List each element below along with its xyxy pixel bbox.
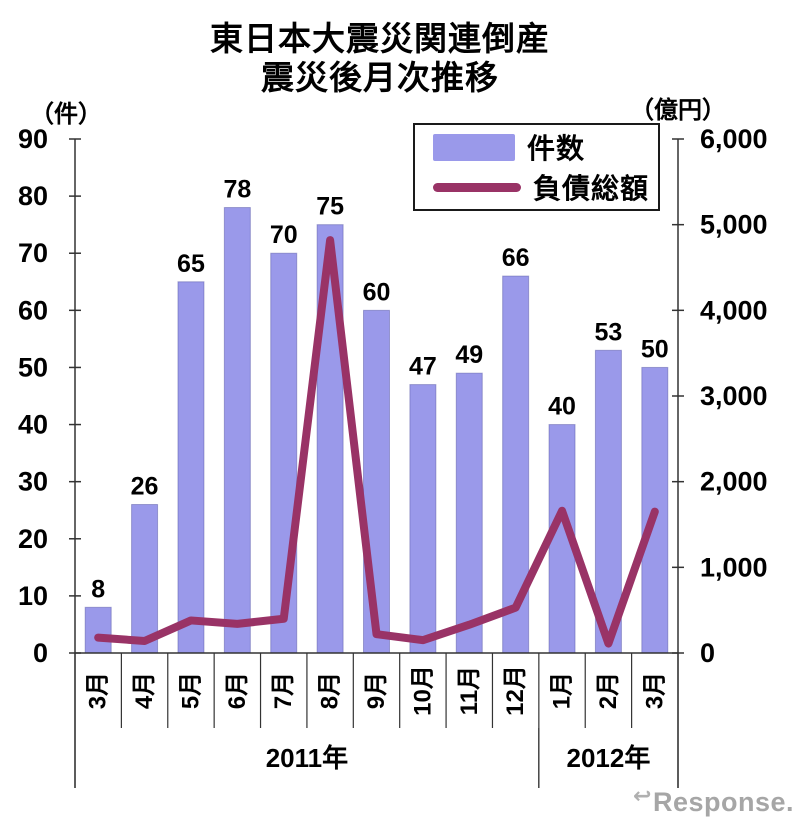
month-tick-label: 4月: [131, 672, 158, 709]
right-axis-tick-label: 1,000: [700, 552, 768, 582]
bar-value-label: 53: [595, 318, 623, 346]
chart-title-line1: 東日本大震災関連倒産: [210, 20, 550, 57]
bar-value-label: 60: [363, 278, 391, 306]
bar: [455, 372, 483, 654]
left-axis-tick-label: 70: [18, 238, 48, 268]
bar-value-label: 50: [641, 335, 669, 363]
bar: [177, 281, 205, 654]
left-axis-tick-label: 50: [18, 352, 48, 382]
left-axis-tick-label: 40: [18, 410, 48, 440]
bar: [223, 207, 251, 654]
response-logo-arrow-icon: ↩: [633, 782, 652, 808]
left-axis-tick-label: 80: [18, 181, 48, 211]
month-tick-label: 11月: [456, 666, 483, 715]
bar-value-label: 26: [131, 473, 159, 501]
right-axis-tick-label: 4,000: [700, 295, 768, 325]
bar-value-label: 66: [502, 244, 530, 272]
left-axis-tick-label: 60: [18, 295, 48, 325]
month-tick-label: 6月: [224, 672, 251, 709]
bar: [502, 275, 530, 654]
left-axis-tick-label: 20: [18, 524, 48, 554]
chart-title: 東日本大震災関連倒産 震災後月次推移: [0, 20, 760, 98]
left-axis-tick-label: 90: [18, 124, 48, 154]
month-tick-label: 12月: [502, 665, 529, 716]
legend-bar-swatch: [433, 133, 515, 161]
bar-value-label: 70: [270, 221, 298, 249]
response-watermark-text: Response.: [652, 787, 794, 817]
left-axis-tick-label: 30: [18, 467, 48, 497]
bar-value-label: 40: [548, 393, 576, 421]
bar: [409, 384, 437, 654]
legend-line-label: 負債総額: [533, 173, 650, 204]
left-axis-tick-label: 10: [18, 581, 48, 611]
month-tick-label: 8月: [317, 672, 344, 709]
right-axis-unit: （億円）: [630, 97, 726, 124]
month-tick-label: 5月: [177, 672, 204, 709]
left-axis-tick-label: 0: [33, 638, 48, 668]
bar-value-label: 47: [409, 353, 437, 381]
month-tick-label: 9月: [363, 672, 390, 709]
legend-item-liabilities: 負債総額: [433, 167, 658, 207]
right-axis-tick-label: 5,000: [700, 210, 768, 240]
legend-bar-label: 件数: [527, 133, 586, 164]
month-tick-label: 3月: [641, 672, 668, 709]
month-tick-label: 3月: [85, 672, 112, 709]
bar-value-label: 75: [316, 193, 344, 221]
right-axis-tick-label: 2,000: [700, 467, 768, 497]
month-tick-label: 10月: [409, 665, 436, 716]
bar: [131, 504, 159, 654]
right-axis-tick-label: 0: [700, 638, 715, 668]
year-label: 2012年: [567, 743, 651, 773]
bar: [84, 606, 112, 654]
right-axis-tick-label: 3,000: [700, 381, 768, 411]
legend: 件数 負債総額: [413, 123, 660, 211]
year-label: 2011年: [266, 743, 348, 773]
left-axis-unit: （件）: [30, 101, 102, 128]
chart-title-line2: 震災後月次推移: [261, 58, 499, 96]
month-tick-label: 2月: [595, 672, 622, 709]
month-tick-label: 1月: [549, 672, 576, 709]
legend-item-cases: 件数: [433, 127, 658, 167]
bar-value-label: 8: [91, 575, 105, 603]
legend-line-swatch: [433, 182, 521, 192]
bar-value-label: 65: [177, 250, 205, 278]
month-tick-label: 7月: [270, 672, 297, 709]
bar-value-label: 78: [223, 176, 251, 204]
liabilities-line: [94, 236, 659, 648]
bar-value-label: 49: [455, 341, 483, 369]
response-watermark: ↩ Response.: [633, 783, 794, 818]
right-axis-tick-label: 6,000: [700, 124, 768, 154]
